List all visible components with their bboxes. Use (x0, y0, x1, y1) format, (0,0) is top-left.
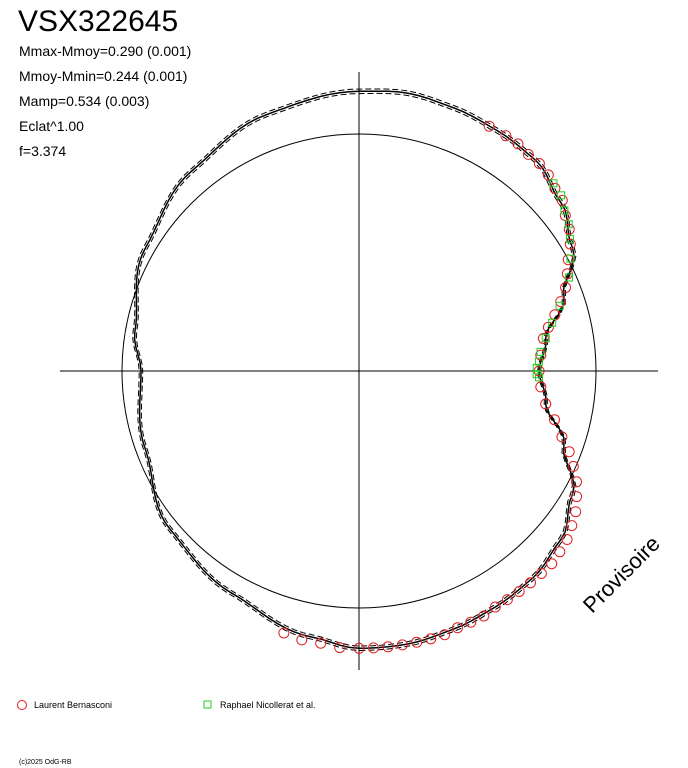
data-point-raphael-nicollerat (549, 179, 558, 188)
light-curve-inner (135, 92, 574, 647)
legend-circle-marker (17, 700, 27, 710)
legend-label: Raphael Nicollerat et al. (220, 700, 316, 710)
data-point-raphael-nicollerat (535, 373, 543, 382)
data-point-laurent-bernasconi (564, 238, 576, 250)
data-point-raphael-nicollerat (564, 220, 573, 229)
data-point-raphael-nicollerat (557, 191, 566, 200)
chart-title: VSX322645 (18, 5, 179, 38)
data-point-laurent-bernasconi (501, 594, 513, 606)
data-point-raphael-nicollerat (560, 206, 569, 215)
data-point-laurent-bernasconi (535, 381, 547, 393)
data-point-laurent-bernasconi (411, 636, 423, 648)
data-point-laurent-bernasconi (522, 148, 534, 160)
data-point-laurent-bernasconi (546, 558, 558, 570)
data-point-laurent-bernasconi (353, 642, 365, 654)
data-point-laurent-bernasconi (535, 568, 547, 579)
data-point-raphael-nicollerat (534, 357, 543, 366)
param-mamp: Mamp=0.534 (0.003) (19, 93, 150, 109)
data-point-laurent-bernasconi (566, 520, 578, 532)
data-point-laurent-bernasconi (570, 506, 582, 518)
data-point-raphael-nicollerat (566, 254, 575, 263)
data-point-raphael-nicollerat (532, 363, 541, 372)
data-point-laurent-bernasconi (535, 349, 547, 361)
data-point-laurent-bernasconi (483, 120, 495, 132)
light-curve-outer (132, 88, 577, 652)
data-point-laurent-bernasconi (452, 622, 463, 634)
data-point-laurent-bernasconi (571, 491, 583, 503)
data-point-laurent-bernasconi (489, 601, 501, 613)
legend-entry-raphael-nicollerat: Raphael Nicollerat et al. (202, 699, 316, 711)
data-point-laurent-bernasconi (542, 169, 554, 181)
data-point-laurent-bernasconi (512, 138, 524, 150)
data-point-raphael-nicollerat (565, 273, 573, 282)
param-mmax-mmoy: Mmax-Mmoy=0.290 (0.001) (19, 43, 192, 59)
data-point-laurent-bernasconi (554, 546, 566, 558)
data-point-laurent-bernasconi (563, 446, 575, 458)
legend-entry-laurent-bernasconi: Laurent Bernasconi (16, 699, 112, 711)
data-point-raphael-nicollerat (536, 347, 545, 356)
data-point-laurent-bernasconi (439, 629, 451, 641)
data-point-laurent-bernasconi (556, 194, 568, 206)
param-frequency: f=3.374 (19, 143, 67, 159)
reference-circle (121, 133, 597, 609)
data-point-laurent-bernasconi (465, 616, 477, 628)
data-point-laurent-bernasconi (549, 414, 560, 426)
polar-plot (60, 72, 658, 670)
param-mmoy-mmin: Mmoy-Mmin=0.244 (0.001) (19, 68, 188, 84)
data-point-laurent-bernasconi (563, 223, 575, 235)
data-point-raphael-nicollerat (541, 334, 550, 343)
data-point-raphael-nicollerat (555, 301, 564, 310)
data-point-laurent-bernasconi (382, 641, 394, 653)
data-point-laurent-bernasconi (478, 610, 490, 622)
data-point-laurent-bernasconi (525, 577, 536, 589)
series-raphael-nicollerat (532, 179, 575, 382)
data-point-laurent-bernasconi (513, 586, 525, 597)
copyright-text: (c)2025 OdG-RB (19, 759, 72, 766)
data-point-laurent-bernasconi (537, 333, 549, 344)
data-point-laurent-bernasconi (560, 282, 572, 293)
data-point-laurent-bernasconi (571, 476, 582, 488)
data-point-raphael-nicollerat (548, 318, 557, 327)
data-point-laurent-bernasconi (549, 182, 561, 194)
series-laurent-bernasconi (278, 120, 583, 654)
data-point-laurent-bernasconi (425, 633, 437, 645)
data-point-laurent-bernasconi (396, 639, 408, 651)
data-point-laurent-bernasconi (555, 296, 567, 308)
data-point-raphael-nicollerat (566, 235, 574, 244)
data-point-laurent-bernasconi (368, 642, 379, 654)
data-point-laurent-bernasconi (567, 460, 579, 472)
legend-square-marker (203, 700, 212, 709)
data-point-laurent-bernasconi (556, 431, 568, 443)
data-point-laurent-bernasconi (315, 637, 327, 649)
legend-label: Laurent Bernasconi (34, 700, 113, 710)
param-eclat: Eclat^1.00 (19, 118, 84, 134)
data-point-laurent-bernasconi (500, 130, 512, 142)
data-point-laurent-bernasconi (296, 634, 308, 646)
light-curve (133, 90, 575, 650)
data-point-laurent-bernasconi (334, 642, 346, 654)
data-point-laurent-bernasconi (533, 158, 545, 169)
data-point-laurent-bernasconi (561, 534, 573, 545)
data-point-laurent-bernasconi (540, 398, 552, 410)
data-point-laurent-bernasconi (278, 627, 290, 639)
